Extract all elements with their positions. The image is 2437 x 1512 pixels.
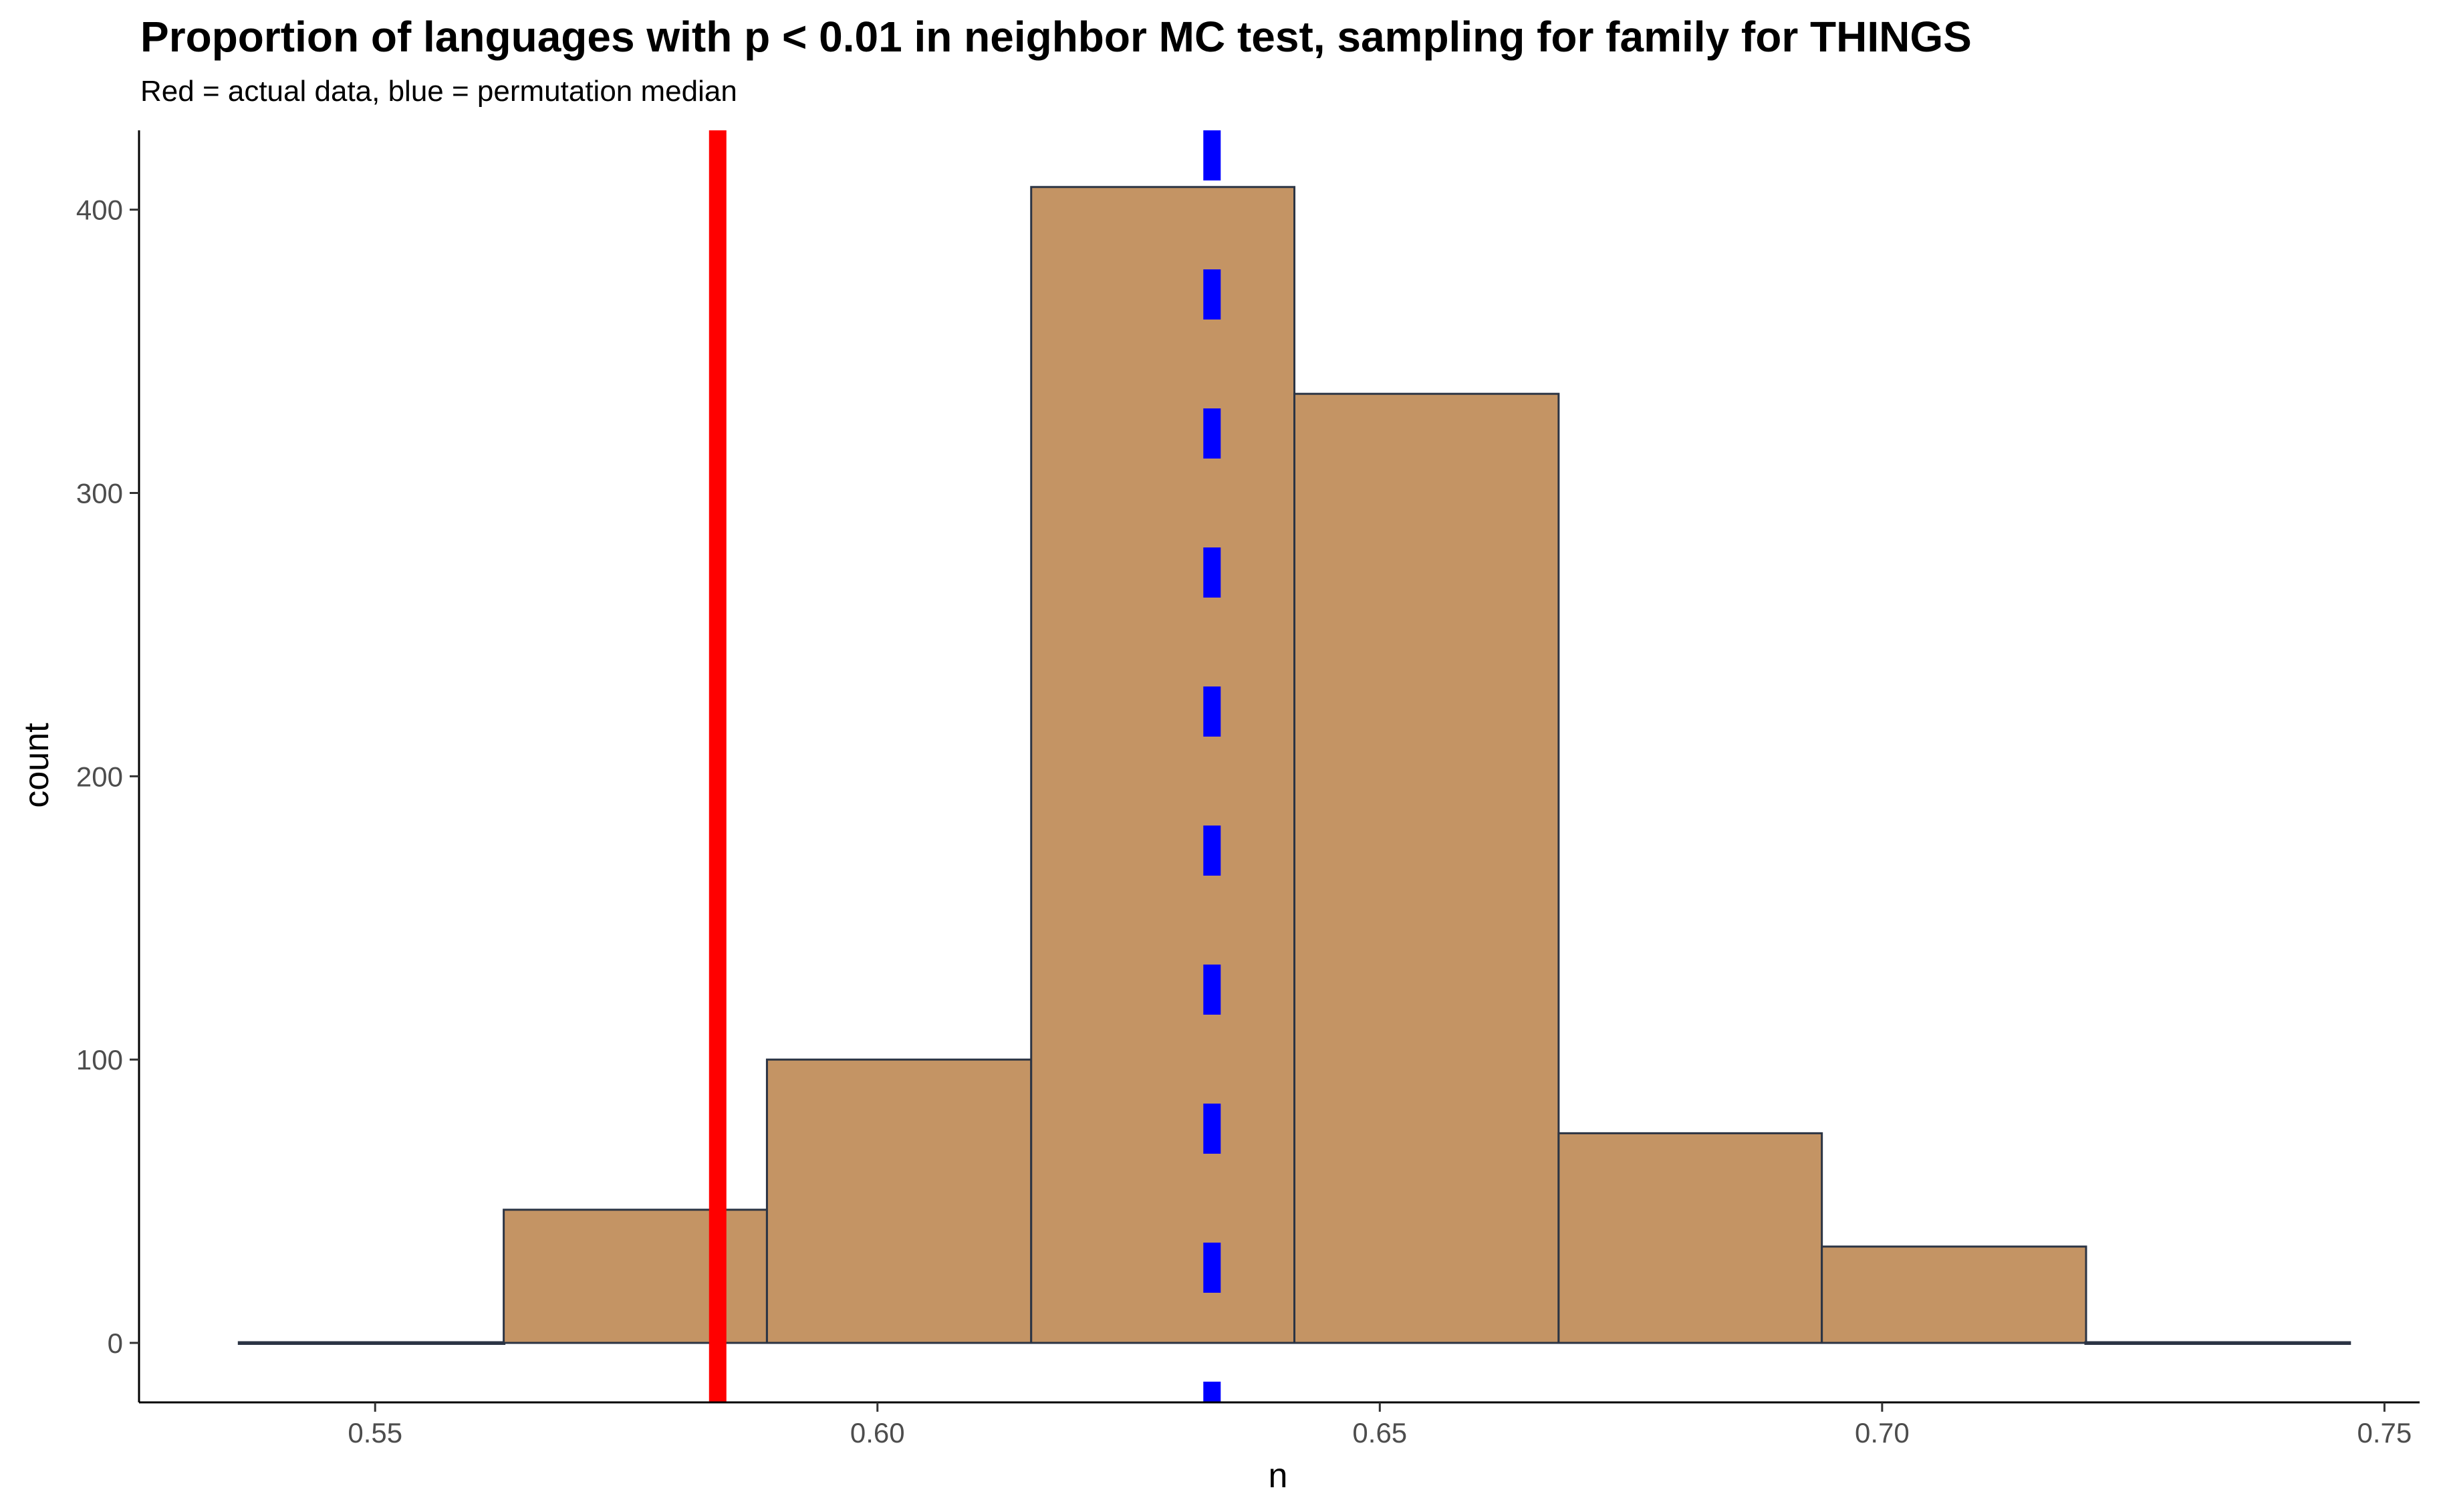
histogram-bar: [503, 1209, 768, 1344]
chart-subtitle: Red = actual data, blue = permutation me…: [140, 75, 737, 108]
x-tick-label: 0.65: [1352, 1417, 1407, 1448]
histogram-bar: [1030, 186, 1296, 1344]
y-tick-label: 100: [76, 1044, 123, 1076]
histogram-bar: [765, 1058, 1033, 1344]
x-tick-label: 0.60: [850, 1417, 905, 1448]
x-axis-label: n: [1269, 1457, 1288, 1495]
histogram-bar: [237, 1341, 506, 1345]
chart-title: Proportion of languages with p < 0.01 in…: [140, 13, 1972, 61]
x-tick-label: 0.55: [348, 1417, 402, 1448]
y-tick-label: 0: [108, 1328, 123, 1359]
x-tick-label: 0.70: [1855, 1417, 1910, 1448]
histogram-bar: [1557, 1132, 1823, 1344]
histogram-bar: [2084, 1341, 2351, 1345]
histogram-bar: [1293, 392, 1560, 1344]
y-tick-label: 300: [76, 478, 123, 509]
y-axis-label: count: [17, 723, 56, 808]
y-tick-label: 400: [76, 195, 123, 226]
histogram-bar: [1821, 1245, 2087, 1344]
x-tick-label: 0.75: [2357, 1417, 2412, 1448]
y-tick-label: 200: [76, 761, 123, 792]
